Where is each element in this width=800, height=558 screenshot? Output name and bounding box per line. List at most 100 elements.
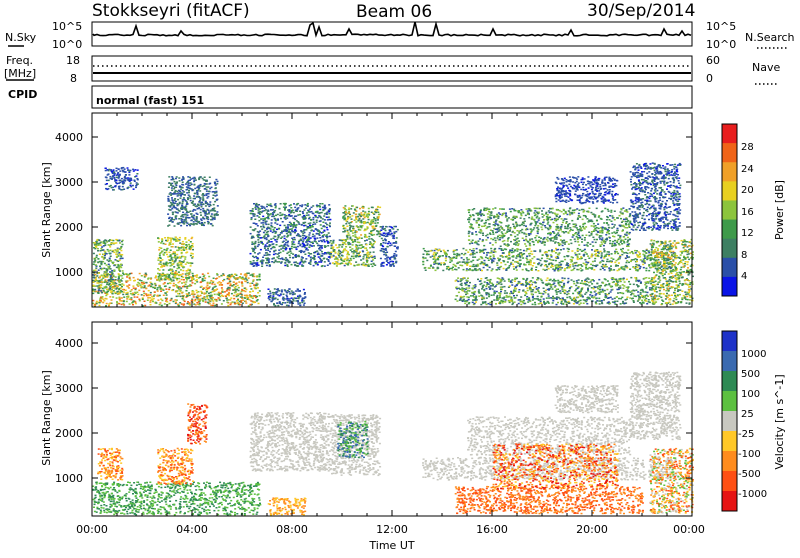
data-cell	[214, 183, 216, 185]
data-cell	[507, 261, 509, 263]
data-cell	[168, 176, 170, 178]
data-cell	[182, 201, 184, 203]
data-cell	[98, 245, 100, 247]
data-cell	[600, 251, 602, 253]
data-cell	[176, 254, 178, 256]
data-cell	[576, 269, 578, 271]
data-cell	[366, 260, 368, 262]
data-cell	[383, 265, 385, 267]
data-cell	[389, 245, 391, 247]
data-cell	[197, 194, 199, 196]
data-cell	[276, 241, 278, 243]
data-cell	[130, 293, 132, 295]
data-cell	[360, 259, 362, 261]
data-cell	[136, 173, 138, 175]
data-cell	[168, 269, 170, 271]
data-cell	[526, 270, 528, 272]
data-cell	[559, 266, 561, 268]
data-cell	[128, 287, 130, 289]
data-cell	[109, 258, 111, 260]
data-cell	[204, 177, 206, 179]
data-cell	[264, 248, 266, 250]
data-cell	[106, 282, 108, 284]
data-cell	[633, 267, 635, 269]
data-cell	[326, 224, 328, 226]
data-cell	[350, 249, 352, 251]
data-cell	[270, 213, 272, 215]
data-cell	[267, 257, 269, 259]
data-cell	[522, 269, 524, 271]
data-cell	[363, 262, 365, 264]
data-cell	[264, 230, 266, 232]
data-cell	[257, 287, 259, 289]
data-cell	[160, 261, 162, 263]
data-cell	[365, 254, 367, 256]
data-cell	[502, 260, 504, 262]
data-cell	[173, 283, 175, 285]
data-cell	[219, 299, 221, 301]
data-cell	[286, 305, 288, 307]
data-cell	[320, 220, 322, 222]
data-cell	[272, 292, 274, 294]
data-cell	[453, 251, 455, 253]
data-cell	[368, 238, 370, 240]
data-cell	[323, 209, 325, 211]
nsky-tick-bottom: 10^0	[52, 38, 82, 51]
data-cell	[302, 211, 304, 213]
data-cell	[448, 256, 450, 258]
data-cell	[500, 266, 502, 268]
data-cell	[172, 246, 174, 248]
data-cell	[342, 250, 344, 252]
data-cell	[619, 256, 621, 258]
data-cell	[559, 269, 561, 271]
data-cell	[215, 214, 217, 216]
data-cell	[212, 291, 214, 293]
data-cell	[268, 240, 270, 242]
data-cell	[584, 259, 586, 261]
data-cell	[299, 245, 301, 247]
data-cell	[277, 299, 279, 301]
data-cell	[625, 265, 627, 267]
data-cell	[350, 259, 352, 261]
data-cell	[182, 298, 184, 300]
data-cell	[333, 250, 335, 252]
data-cell	[358, 264, 360, 266]
data-cell	[304, 247, 306, 249]
data-cell	[187, 303, 189, 305]
data-cell	[352, 235, 354, 237]
data-cell	[277, 237, 279, 239]
data-cell	[278, 261, 280, 263]
data-cell	[279, 246, 281, 248]
data-cell	[194, 184, 196, 186]
data-cell	[111, 171, 113, 173]
data-cell	[621, 254, 623, 256]
data-cell	[185, 249, 187, 251]
data-cell	[167, 196, 169, 198]
data-cell	[254, 252, 256, 254]
data-cell	[235, 291, 237, 293]
data-cell	[530, 262, 532, 264]
data-cell	[349, 229, 351, 231]
data-cell	[257, 236, 259, 238]
data-cell	[214, 294, 216, 296]
data-cell	[112, 293, 114, 295]
data-cell	[186, 186, 188, 188]
data-cell	[113, 270, 115, 272]
data-cell	[481, 258, 483, 260]
data-cell	[360, 212, 362, 214]
data-cell	[600, 257, 602, 259]
data-cell	[236, 296, 238, 298]
data-cell	[141, 282, 143, 284]
data-cell	[211, 299, 213, 301]
data-cell	[167, 213, 169, 215]
data-cell	[192, 273, 194, 275]
data-cell	[328, 204, 330, 206]
data-cell	[193, 215, 195, 217]
data-cell	[103, 291, 105, 293]
data-cell	[476, 266, 478, 268]
data-cell	[327, 241, 329, 243]
data-cell	[222, 280, 224, 282]
data-cell	[274, 236, 276, 238]
data-cell	[179, 191, 181, 193]
data-cell	[117, 172, 119, 174]
